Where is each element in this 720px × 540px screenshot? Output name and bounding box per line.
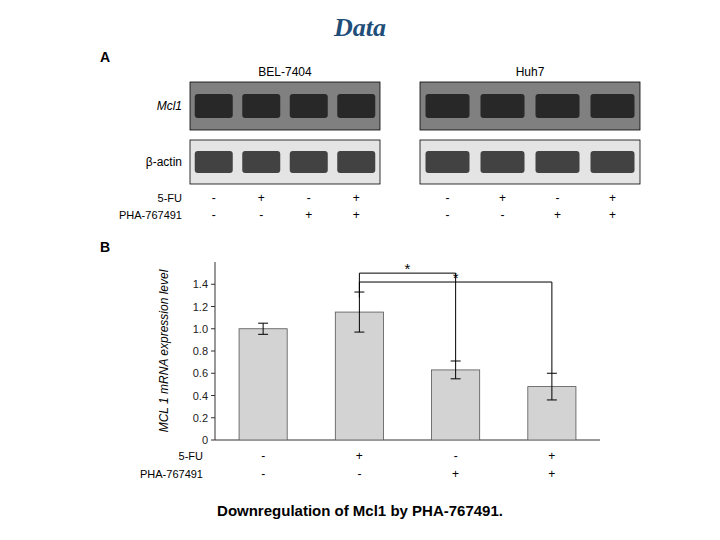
y-tick [211,440,215,441]
blot-band [591,151,635,173]
row-value: - [307,191,311,205]
y-tick-label: 0.8 [193,345,208,357]
y-tick [211,328,215,329]
row-value: + [353,208,360,222]
row-header: PHA-767491 [119,209,182,221]
blot-box [420,140,640,184]
row-value: + [499,191,506,205]
row-value: - [454,449,458,463]
blot-band [242,94,280,118]
y-tick [211,373,215,374]
blot-box [420,82,640,130]
row-value: + [609,208,616,222]
row-value: - [556,191,560,205]
row-value: + [452,467,459,481]
y-tick [211,351,215,352]
blot-band [290,94,328,118]
row-value: + [609,191,616,205]
blot-band [481,94,525,118]
column-header: Huh7 [516,65,545,79]
row-label: Mcl1 [157,99,182,113]
significance-star: * [405,260,411,277]
panel-label: A [100,49,110,65]
blot-band [290,151,328,173]
y-tick-label: 0.6 [193,367,208,379]
blot-band [481,151,525,173]
y-tick-label: 0 [202,434,208,446]
blot-band [337,94,375,118]
row-value: - [261,467,265,481]
row-value: - [446,191,450,205]
blot-box [190,82,380,130]
y-label: MCL 1 mRNA expression level [157,269,171,432]
bar [432,370,480,440]
y-tick [211,417,215,418]
blot-band [195,151,233,173]
y-tick-label: 1.4 [193,278,208,290]
row-header: PHA-767491 [140,468,203,480]
y-tick-label: 1.0 [193,323,208,335]
row-value: - [259,208,263,222]
title: Data [333,13,386,42]
row-value: - [357,467,361,481]
chart: Data A BEL-7404 Huh7 Mcl1 β-actin 5-FU - + - + - + - +… [0,0,720,540]
blot-band [591,94,635,118]
row-value: + [356,449,363,463]
blot-band [536,151,580,173]
row-header: 5-FU [179,450,204,462]
y-tick [211,395,215,396]
row-value: - [212,191,216,205]
y-tick [211,284,215,285]
significance-bracket [359,273,455,361]
y-tick-label: 0.2 [193,412,208,424]
error-bar [354,292,364,332]
y-tick [211,306,215,307]
row-value: - [501,208,505,222]
row-value: - [261,449,265,463]
row-value: + [305,208,312,222]
row-value: - [446,208,450,222]
panel-label: B [100,239,110,255]
plot-area [239,273,576,440]
blot-band [536,94,580,118]
error-bar [451,361,461,379]
blot-band [426,151,470,173]
y-tick-label: 0.4 [193,390,208,402]
row-value: + [554,208,561,222]
row-value: + [548,449,555,463]
blot-box [190,140,380,184]
row-header: 5-FU [158,192,183,204]
row-value: + [353,191,360,205]
y-tick-label: 1.2 [193,301,208,313]
row-label: β-actin [146,155,182,169]
column-header: BEL-7404 [258,65,312,79]
blot-band [426,94,470,118]
bar [239,329,287,440]
row-value: + [258,191,265,205]
blot-band [195,94,233,118]
row-value: - [212,208,216,222]
subtitle: Downregulation of Mcl1 by PHA-767491. [217,502,503,519]
blot-band [337,151,375,173]
significance-star: * [453,269,459,286]
significance-bracket [359,282,552,373]
error-bar [547,373,557,400]
error-bar [258,323,268,334]
blot-band [242,151,280,173]
row-value: + [548,467,555,481]
